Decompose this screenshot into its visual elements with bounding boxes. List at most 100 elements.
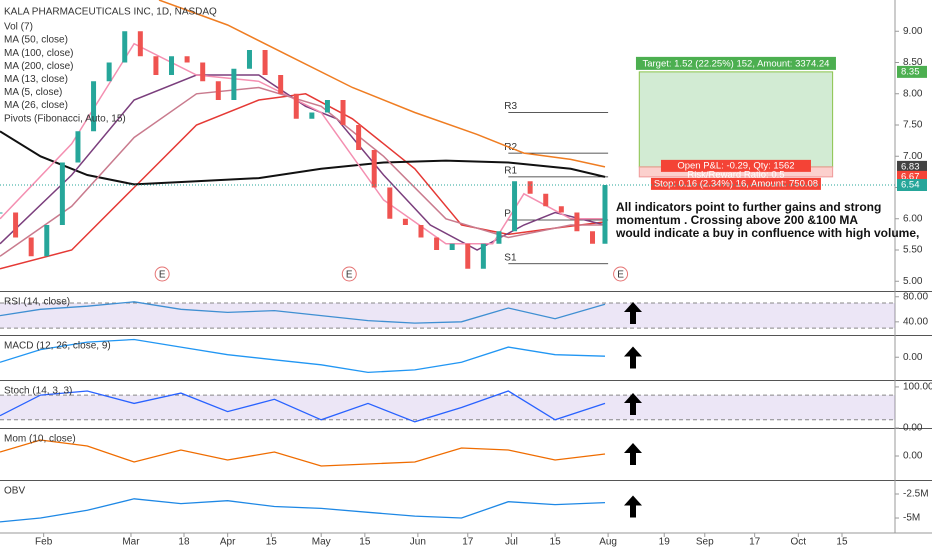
y-tick-label: 0.00 <box>903 451 923 462</box>
candle <box>137 31 143 57</box>
x-tick-label: Jun <box>410 537 426 548</box>
x-tick-label: 19 <box>659 537 671 548</box>
price-badge-label: 8.35 <box>901 66 920 77</box>
candle <box>169 56 175 75</box>
x-tick-label: 15 <box>359 537 371 548</box>
x-tick-label: Feb <box>35 537 53 548</box>
y-tick-label: 0.00 <box>903 352 923 363</box>
candle <box>44 225 50 257</box>
candle <box>449 243 455 250</box>
panel-title: RSI (14, close) <box>4 297 70 308</box>
x-tick-label: 17 <box>462 537 474 548</box>
ma-line <box>0 86 605 257</box>
legend-entry: MA (100, close) <box>4 48 73 59</box>
candle <box>558 206 564 213</box>
price-badge <box>897 65 927 78</box>
panel-title: OBV <box>4 486 25 497</box>
x-tick-label: 17 <box>749 537 761 548</box>
price-badge <box>897 179 927 191</box>
annotation: All indicators point to further gains an… <box>616 200 881 214</box>
candle <box>602 185 608 244</box>
legend-entry: MA (200, close) <box>4 61 73 72</box>
up-arrow <box>624 346 642 369</box>
x-tick-label: 15 <box>266 537 278 548</box>
earnings-label: E <box>159 270 166 281</box>
y-tick-label: 5.00 <box>903 276 923 287</box>
panel-title: Mom (10, close) <box>4 434 76 445</box>
y-tick-label: 100.00 <box>903 382 932 393</box>
y-tick-label: 9.00 <box>903 26 923 37</box>
candle <box>246 50 252 69</box>
candle <box>402 218 408 225</box>
candle <box>590 231 596 244</box>
ma-line <box>158 0 606 168</box>
panel-title: Stoch (14, 3, 3) <box>4 386 72 397</box>
stop-text: Stop: 0.16 (2.34%) 16, Amount: 750.08 <box>654 178 818 189</box>
ma-line <box>0 130 606 186</box>
legend-entry: Vol (7) <box>4 22 33 33</box>
pnl-text: Open P&L: -0.29, Qty: 1562 <box>677 160 794 171</box>
candle <box>496 231 502 244</box>
x-tick-label: May <box>312 537 331 548</box>
annotation: would indicate a buy in confluence with … <box>615 226 919 240</box>
candle <box>309 112 315 119</box>
y-tick-label: -2.5M <box>903 489 929 500</box>
legend-entry: MA (5, close) <box>4 87 62 98</box>
band <box>0 395 895 420</box>
indicator-line <box>0 439 606 467</box>
up-arrow <box>624 443 642 465</box>
candle <box>480 243 486 269</box>
chart-title: KALA PHARMACEUTICALS INC, 1D, NASDAQ <box>4 7 217 18</box>
candle <box>371 150 377 188</box>
legend-entry: MA (13, close) <box>4 74 68 85</box>
candle <box>184 56 190 63</box>
y-tick-label: 40.00 <box>903 316 928 327</box>
target-zone <box>638 71 834 168</box>
candle <box>340 100 346 125</box>
earnings-label: E <box>346 270 353 281</box>
candle <box>387 187 393 219</box>
pivot-label: S1 <box>504 252 517 263</box>
candle <box>231 68 237 100</box>
x-tick-label: Oct <box>791 537 807 548</box>
stop-box <box>650 177 821 190</box>
y-tick-label: -5M <box>903 513 920 524</box>
candle <box>293 93 299 119</box>
earnings-label: E <box>617 270 624 281</box>
indicator-line <box>0 301 606 324</box>
indicator-line <box>0 498 606 523</box>
y-tick-label: 5.50 <box>903 245 923 256</box>
indicator-line <box>0 390 606 423</box>
y-tick-label: 80.00 <box>903 291 928 302</box>
pivot-label: P <box>504 209 511 220</box>
candle <box>59 162 65 225</box>
target-text: Target: 1.52 (22.25%) 152, Amount: 3374.… <box>642 58 829 69</box>
up-arrow <box>624 495 642 518</box>
candle <box>75 131 81 163</box>
candle <box>0 212 3 214</box>
candle <box>418 225 424 238</box>
candle <box>465 243 471 269</box>
candle <box>215 81 221 100</box>
pivot-label: R3 <box>504 101 517 112</box>
candle <box>91 81 97 132</box>
candle <box>262 50 268 75</box>
y-tick-label: 7.50 <box>903 120 923 131</box>
earnings-marker <box>613 266 629 282</box>
y-tick-label: 8.00 <box>903 88 923 99</box>
candle <box>106 62 112 82</box>
x-tick-label: Mar <box>122 537 140 548</box>
candle <box>13 212 19 238</box>
candle <box>122 31 128 63</box>
candle <box>543 193 549 207</box>
price-badge-label: 6.83 <box>901 161 920 172</box>
price-badge <box>897 160 927 173</box>
candle <box>324 100 330 113</box>
legend-entry: MA (50, close) <box>4 35 68 46</box>
x-tick-label: 18 <box>178 537 190 548</box>
candle <box>153 56 159 75</box>
panel-title: MACD (12, 26, close, 9) <box>4 341 111 352</box>
candle <box>28 237 34 257</box>
pivot-label: R1 <box>504 166 517 177</box>
